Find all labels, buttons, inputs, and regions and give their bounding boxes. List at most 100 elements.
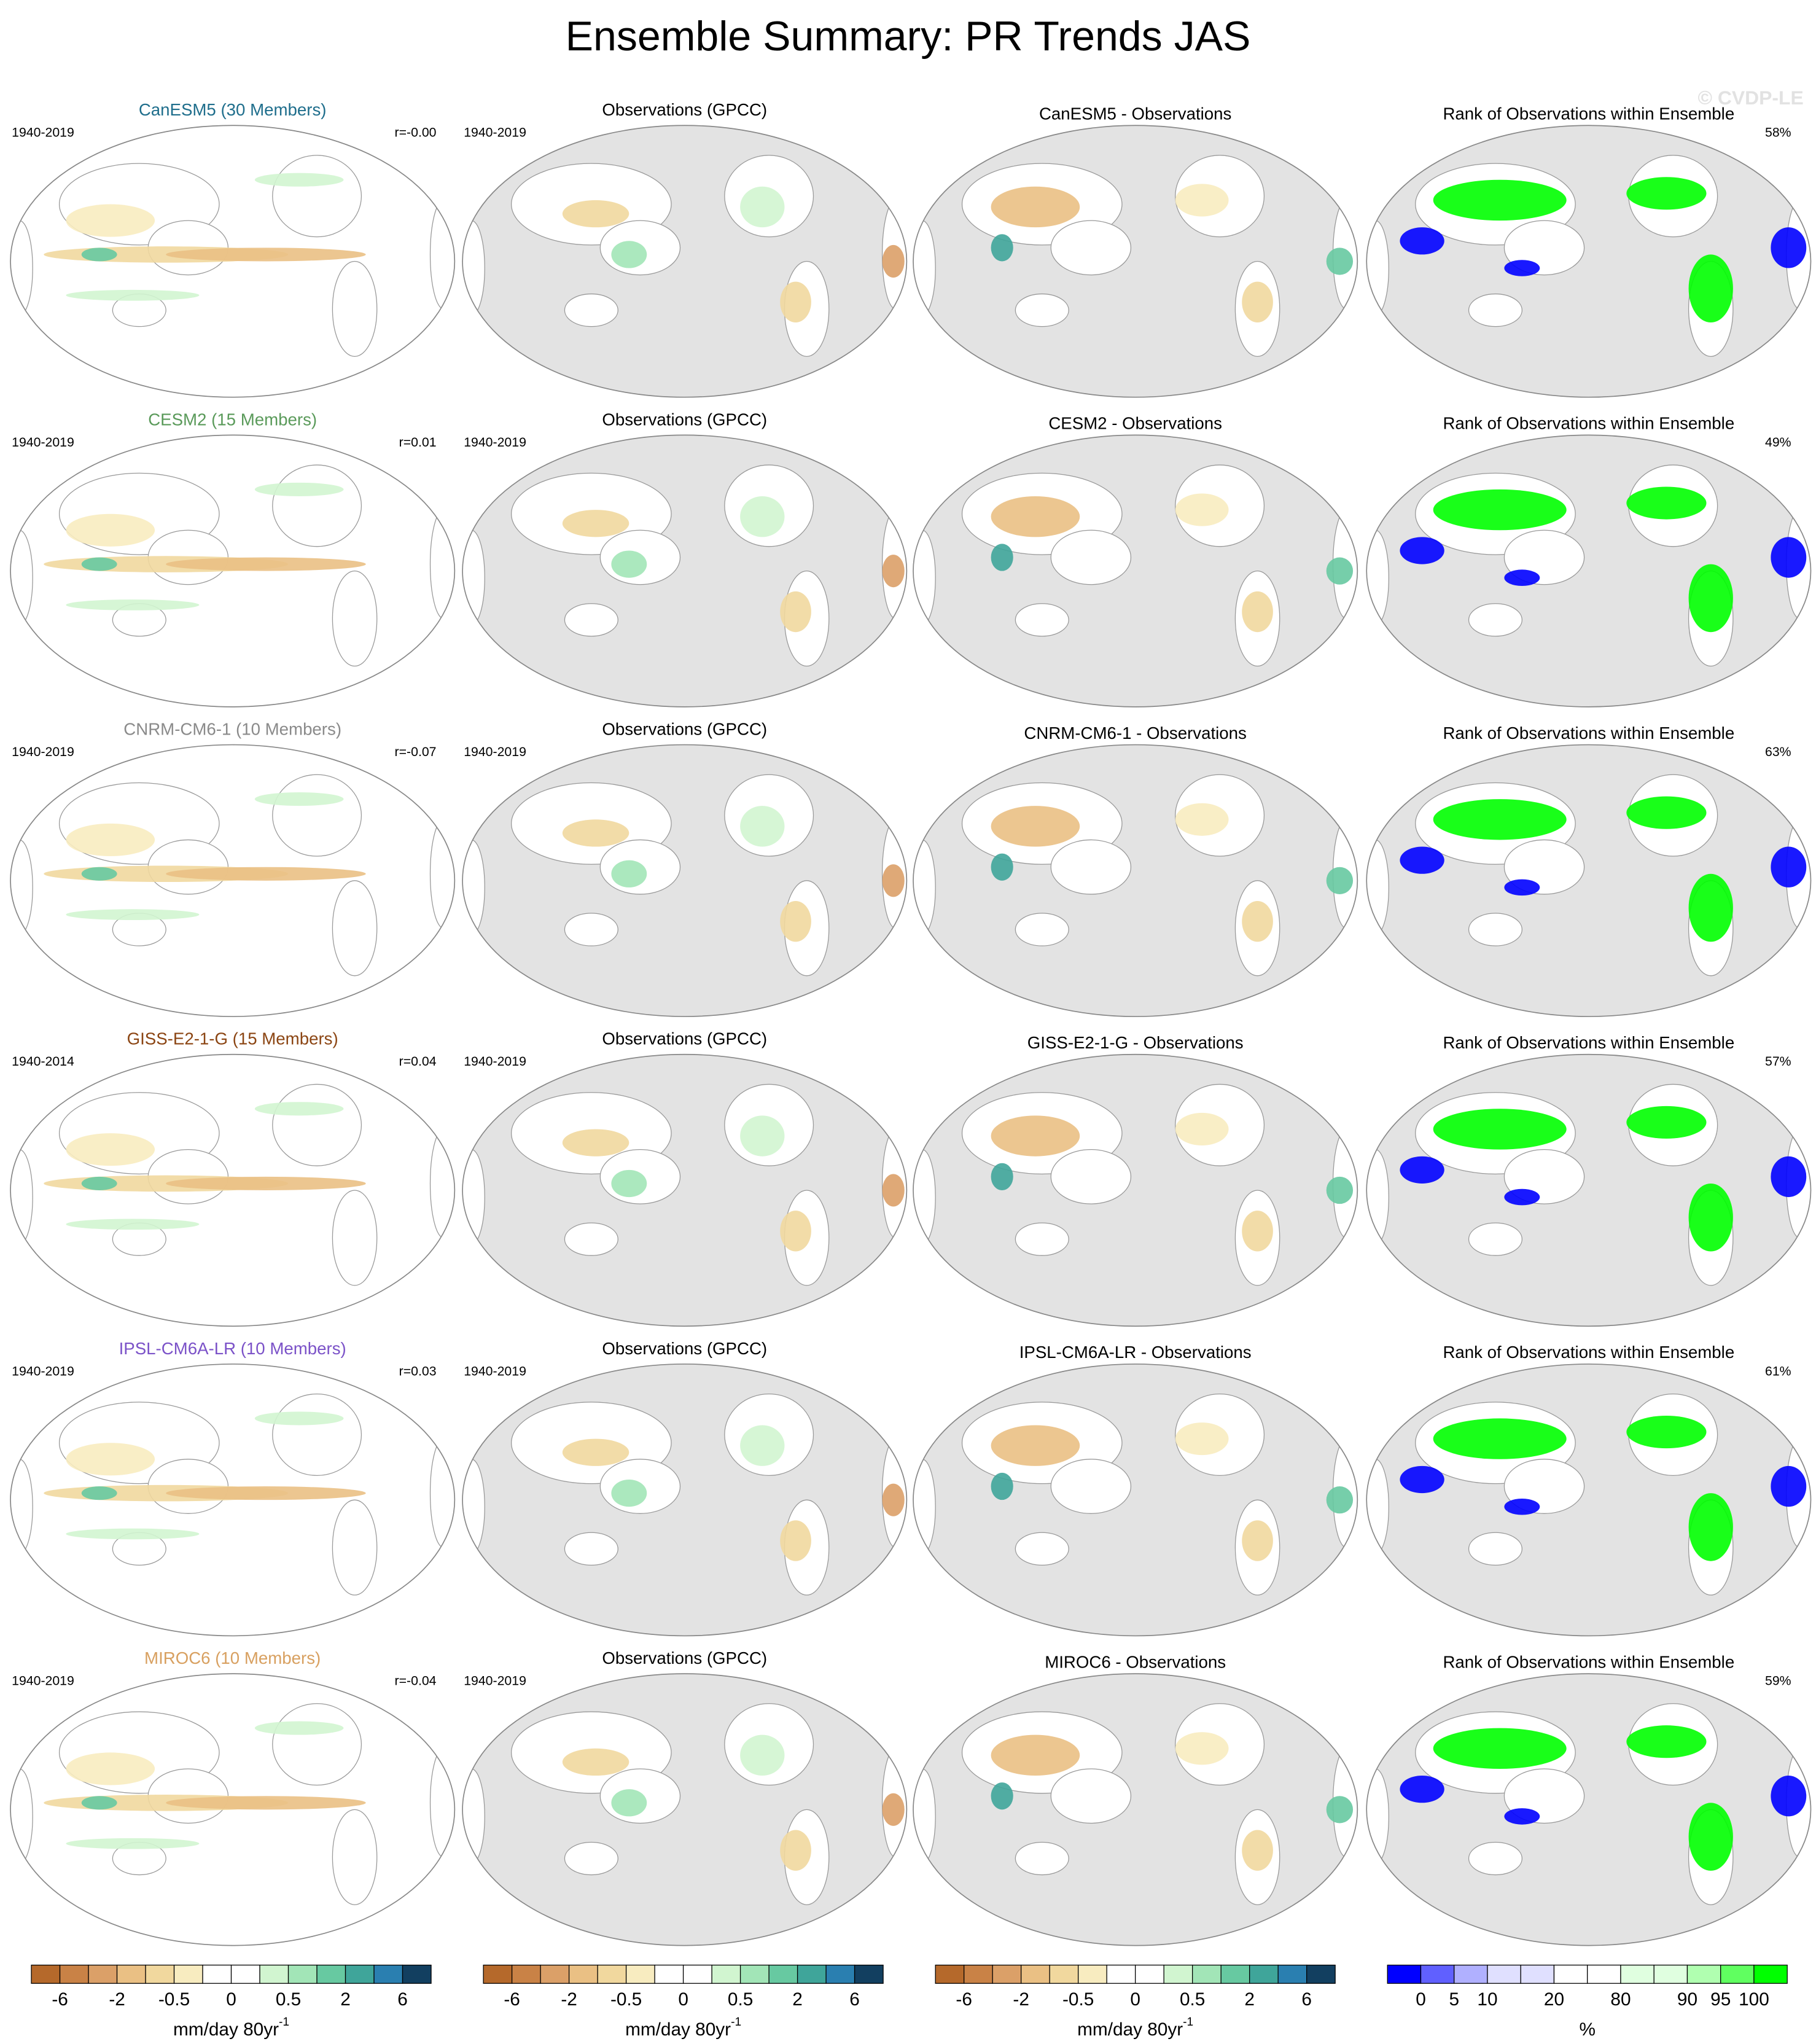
pattern [780, 591, 811, 633]
land [913, 839, 936, 935]
pattern [740, 1425, 785, 1466]
pattern [562, 1438, 629, 1466]
land [462, 839, 485, 935]
colorbar-box [1135, 1964, 1164, 1984]
map-border [10, 1673, 456, 1946]
map-diff [913, 125, 1358, 397]
land [332, 1809, 378, 1905]
colorbar-box [1587, 1964, 1621, 1984]
colorbar-box [1720, 1964, 1755, 1984]
colorbar-box [116, 1964, 146, 1984]
land [1366, 1768, 1389, 1865]
colorbar-box [1078, 1964, 1107, 1984]
period: 1940-2019 [12, 125, 74, 140]
diff-title: MIROC6 - Observations [1045, 1652, 1226, 1671]
model-title: GISS-E2-1-G (15 Members) [127, 1029, 338, 1048]
colorbar-box [1192, 1964, 1222, 1984]
ocean [462, 744, 907, 1017]
land [429, 819, 455, 929]
rank-percent: 59% [1765, 1674, 1791, 1688]
pattern [1326, 557, 1354, 585]
colorbar-box [59, 1964, 89, 1984]
land [429, 200, 455, 310]
pattern [66, 909, 200, 920]
colorbar-label: -0.5 [1062, 1989, 1094, 2010]
pattern [562, 510, 629, 537]
colorbar-label: 5 [1449, 1989, 1459, 2010]
rank-title: Rank of Observations within Ensemble [1443, 414, 1734, 433]
pattern [1688, 1803, 1733, 1871]
pattern [1504, 260, 1540, 276]
colorbar-box [1106, 1964, 1136, 1984]
land [462, 220, 485, 316]
map-model [10, 1054, 455, 1327]
map-border [1366, 1673, 1812, 1946]
model-title: CanESM5 (30 Members) [139, 100, 327, 119]
map-border [10, 434, 456, 708]
colorbar-label: -2 [561, 1989, 577, 2010]
land [1050, 1768, 1132, 1824]
land [272, 1703, 362, 1786]
land [913, 529, 936, 626]
obs-title: Observations (GPCC) [602, 719, 767, 738]
model-title: IPSL-CM6A-LR (10 Members) [119, 1339, 346, 1358]
ocean [913, 125, 1358, 397]
model-title: MIROC6 (10 Members) [144, 1648, 321, 1668]
pattern [1626, 177, 1707, 210]
unit-exponent: -1 [731, 2016, 741, 2029]
colorbar-box [711, 1964, 741, 1984]
colorbar-box [540, 1964, 570, 1984]
land [1366, 839, 1389, 935]
rank-title: Rank of Observations within Ensemble [1443, 1033, 1734, 1052]
unit: % [1579, 2019, 1595, 2040]
pattern [1433, 179, 1567, 221]
pattern [1242, 1520, 1273, 1561]
colorbar-box [1049, 1964, 1079, 1984]
land [272, 1393, 362, 1476]
pattern [1688, 564, 1733, 633]
colorbar-box [625, 1964, 655, 1984]
land [10, 1459, 33, 1555]
map-border [1366, 744, 1812, 1017]
pattern [780, 1520, 811, 1561]
pattern [991, 234, 1013, 262]
pattern [991, 1163, 1013, 1191]
land [564, 293, 618, 327]
period: 1940-2019 [464, 1363, 526, 1378]
map-border [1366, 1053, 1812, 1327]
land [1468, 603, 1522, 637]
pattern [1175, 1732, 1229, 1765]
colorbar-label: 95 [1710, 1989, 1731, 2010]
map-model [10, 125, 455, 397]
colorbar-label: -6 [956, 1989, 972, 2010]
colorbar-box [1753, 1964, 1788, 1984]
pattern [740, 186, 785, 228]
colorbar-box [345, 1964, 375, 1984]
pattern [562, 1748, 629, 1776]
land [429, 1748, 455, 1858]
colorbar-box [935, 1964, 965, 1984]
colorbar-box [964, 1964, 993, 1984]
pattern [611, 241, 647, 268]
pattern [991, 806, 1080, 847]
pattern [991, 853, 1013, 881]
map-model [10, 435, 455, 707]
pattern [1400, 227, 1444, 255]
land [462, 1149, 485, 1246]
land [272, 464, 362, 547]
map-border [462, 744, 908, 1017]
land [10, 1768, 33, 1865]
ocean [1366, 1674, 1811, 1946]
pattern [882, 1793, 905, 1826]
period: 1940-2019 [12, 1363, 74, 1378]
colorbar-label: 2 [792, 1989, 803, 2010]
pattern [66, 1443, 155, 1476]
pattern [780, 901, 811, 942]
land [564, 1841, 618, 1876]
pattern [1626, 1725, 1707, 1758]
colorbar-box [568, 1964, 598, 1984]
model-title: CNRM-CM6-1 (10 Members) [123, 719, 341, 738]
map-border [1366, 434, 1812, 708]
colorbar-label: 2 [340, 1989, 351, 2010]
